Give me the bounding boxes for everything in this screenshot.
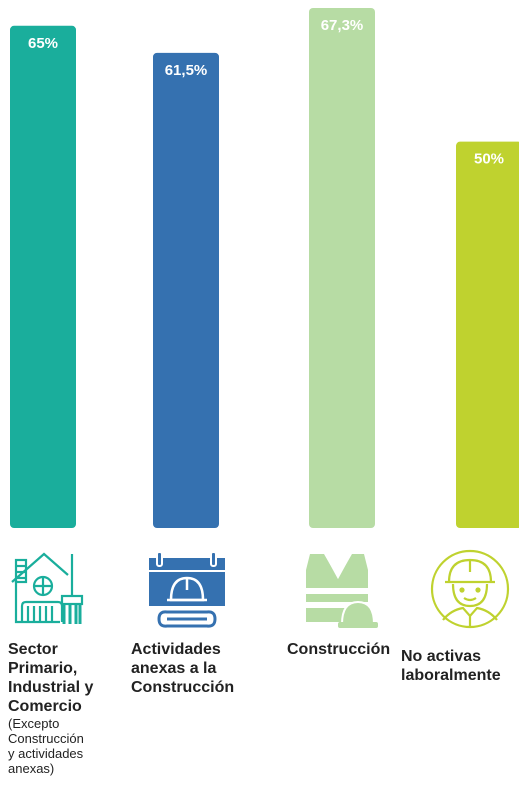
category-name: Construcción — [287, 641, 391, 658]
bar-4 — [456, 141, 519, 528]
bar-value-label-3: 67,3% — [321, 17, 364, 34]
bar-2 — [153, 52, 219, 528]
calendar-helmet-wrench-icon — [149, 551, 225, 628]
category-note: (Excepto Construcción y actividades anex… — [8, 716, 84, 776]
bar-1 — [10, 25, 76, 528]
bar-3 — [309, 8, 375, 528]
safety-vest-helmet-icon — [306, 553, 378, 628]
category-label-no-activas: No activas laboralmente — [401, 647, 519, 685]
category-name: Actividades anexas a la Construcción — [131, 641, 235, 696]
house-cleaning-icon — [11, 552, 84, 624]
category-name: Sector Primario, Industrial y Comercio — [8, 641, 94, 715]
category-name: No activas laboralmente — [401, 648, 501, 684]
category-label-actividades-anexas: Actividades anexas a la Construcción — [131, 640, 261, 697]
bar-value-label-4: 50% — [474, 151, 504, 168]
category-label-construccion: Construcción — [287, 640, 407, 659]
bar-value-label-2: 61,5% — [165, 62, 208, 79]
category-label-sector-primario: Sector Primario, Industrial y Comercio (… — [8, 640, 123, 776]
worker-helmet-icon — [430, 549, 510, 629]
bar-chart: 65% 61,5% 67,3% 50% — [10, 8, 519, 528]
bar-value-label-1: 65% — [28, 35, 58, 52]
